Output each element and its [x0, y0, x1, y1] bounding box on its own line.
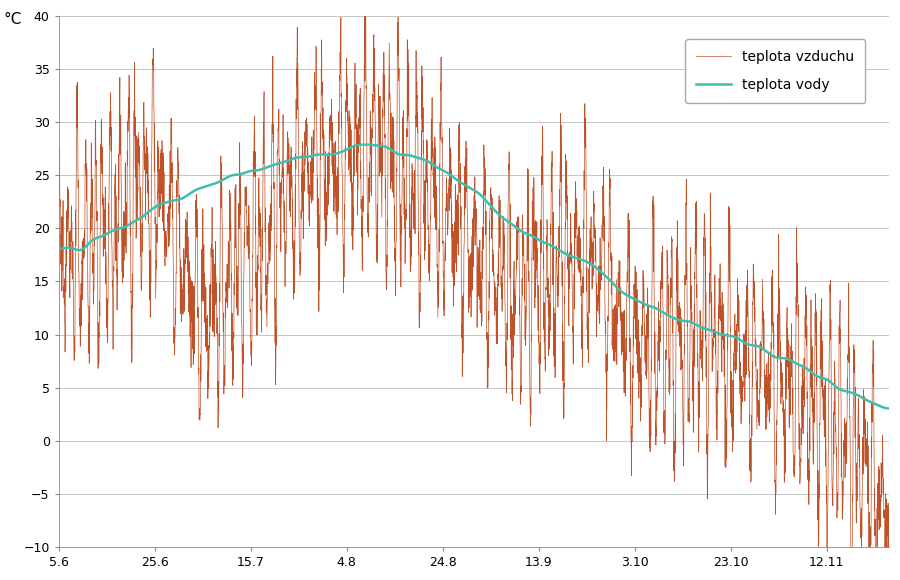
teplota vody [406, 152, 417, 159]
Y-axis label: °C: °C [4, 12, 23, 27]
teplota vody [625, 293, 635, 300]
teplota vody [121, 223, 131, 230]
teplota vzduchu [874, 526, 885, 533]
teplota vody [884, 405, 895, 412]
Line: teplota vody: teplota vody [58, 144, 889, 408]
teplota vody [873, 402, 884, 409]
teplota vody [360, 141, 371, 148]
teplota vzduchu [406, 240, 417, 246]
teplota vody [58, 245, 69, 252]
teplota vzduchu [121, 249, 131, 256]
teplota vzduchu [874, 463, 885, 470]
Legend: teplota vzduchu, teplota vody: teplota vzduchu, teplota vody [685, 39, 865, 103]
teplota vzduchu [884, 534, 895, 541]
teplota vzduchu [625, 328, 635, 335]
teplota vody [53, 245, 64, 252]
Line: teplota vzduchu: teplota vzduchu [58, 0, 889, 580]
teplota vody [874, 402, 885, 409]
teplota vzduchu [53, 180, 64, 187]
teplota vzduchu [58, 286, 69, 293]
